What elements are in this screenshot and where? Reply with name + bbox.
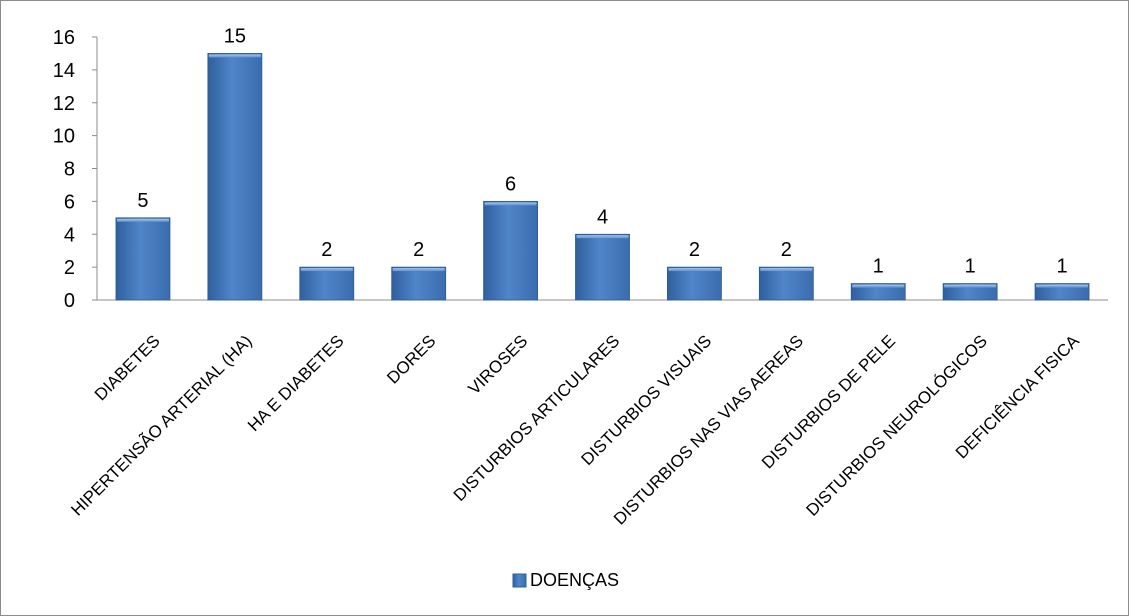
data-label: 1: [873, 256, 884, 278]
category-label: DISTURBIOS NEUROLÓGICOS: [803, 331, 991, 519]
bar-cap: [484, 202, 537, 206]
bar-cap: [760, 268, 813, 272]
data-label: 2: [413, 239, 424, 261]
data-labels: 5 15 2 2 6 4 2 2 1 1 1: [137, 25, 1067, 277]
bar: [391, 266, 447, 301]
category-label: DIABETES: [91, 331, 164, 404]
bars: [115, 53, 1090, 301]
bar: [207, 53, 263, 301]
bar-cap: [944, 284, 997, 288]
data-label: 4: [597, 206, 608, 228]
legend: DOENÇAS: [512, 570, 619, 590]
y-tick-label: 12: [53, 93, 75, 115]
legend-swatch: [512, 573, 527, 588]
bar: [942, 283, 998, 301]
bar-cap: [392, 268, 445, 272]
y-tick-label: 2: [64, 257, 75, 279]
bar: [1034, 283, 1090, 301]
y-tick-label: 0: [64, 290, 75, 312]
data-label: 2: [781, 239, 792, 261]
y-tick-label: 8: [64, 159, 75, 181]
bar: [299, 266, 355, 301]
y-tick-label: 6: [64, 191, 75, 213]
y-tick-label: 16: [53, 27, 75, 49]
bar: [758, 266, 814, 301]
y-tick-label: 4: [64, 224, 75, 246]
bar-cap: [116, 218, 169, 222]
data-label: 2: [689, 239, 700, 261]
category-label: DORES: [383, 331, 439, 387]
bar-cap: [1036, 284, 1089, 288]
category-label: DISTURBIOS NAS VIAS AEREAS: [610, 331, 807, 528]
bar-cap: [300, 268, 353, 272]
y-tick-label: 10: [53, 126, 75, 148]
data-label: 2: [321, 239, 332, 261]
legend-label: DOENÇAS: [530, 570, 619, 590]
data-label: 15: [224, 25, 246, 47]
bar-cap: [208, 54, 261, 58]
bar: [667, 266, 722, 301]
bar: [850, 283, 906, 301]
category-label: VIROSES: [465, 331, 532, 398]
category-label: HIPERTENSÃO ARTERIAL (HA): [67, 331, 255, 519]
data-label: 6: [505, 173, 516, 195]
bar: [483, 200, 538, 301]
bar-cap: [668, 268, 721, 272]
bar-cap: [576, 235, 629, 239]
data-label: 1: [965, 256, 976, 278]
category-label: DISTURBIOS ARTICULARES: [450, 331, 624, 505]
bar: [115, 217, 171, 301]
data-label: 5: [137, 190, 148, 212]
bar: [575, 233, 630, 301]
y-tick-label: 14: [53, 60, 75, 82]
category-label: HA E DIABETES: [244, 331, 348, 435]
data-label: 1: [1056, 256, 1067, 278]
bar-cap: [852, 284, 905, 288]
